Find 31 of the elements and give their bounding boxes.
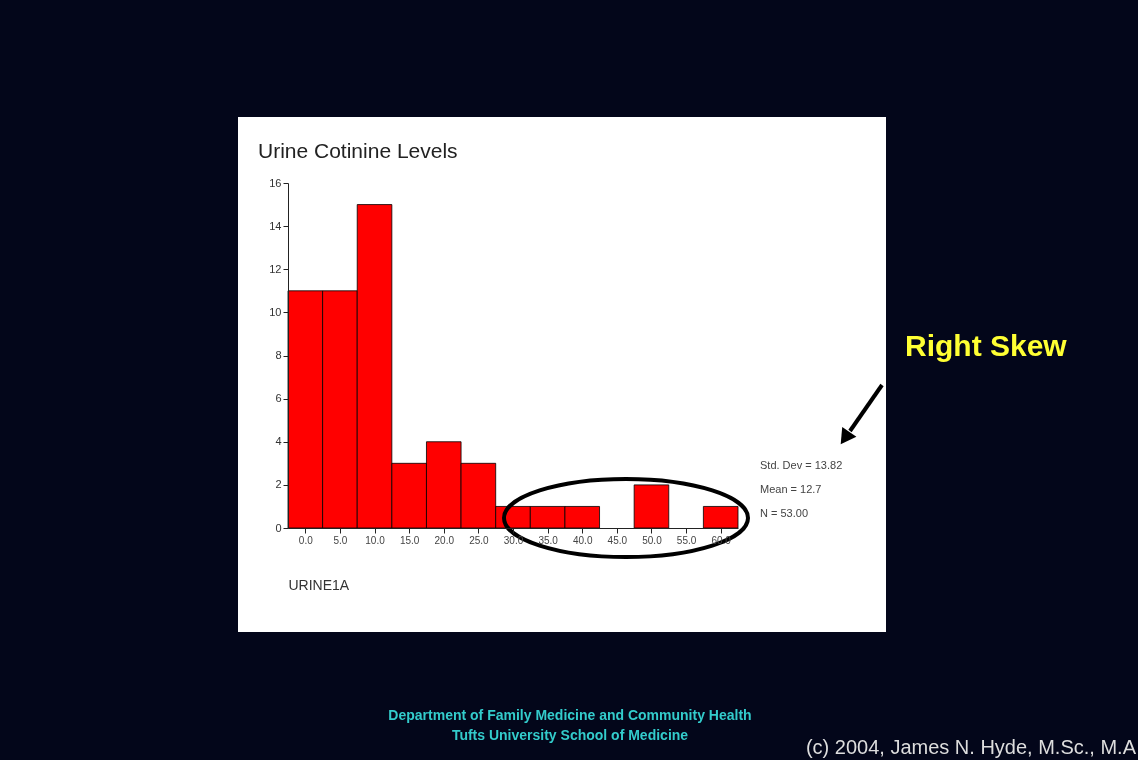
x-tick-label: 10.0 <box>365 534 386 546</box>
chart-title: Urine Cotinine Levels <box>258 139 458 162</box>
y-tick-label: 8 <box>275 349 282 361</box>
y-tick-label: 14 <box>269 219 282 232</box>
text: Department of Family Medicine and Community Health <box>388 707 752 723</box>
y-tick-label: 4 <box>275 435 282 448</box>
text: (c) 2004, James N. Hyde, M.Sc., M.A <box>805 736 1137 758</box>
y-tick-label: 2 <box>275 478 282 491</box>
text: N = 53.00 <box>760 507 809 519</box>
x-tick-label: 40.0 <box>573 534 593 546</box>
x-tick-label: 15.0 <box>399 534 420 546</box>
x-tick-label: 45.0 <box>607 534 628 546</box>
x-tick-label: 60.0 <box>711 534 732 546</box>
x-axis-title: URINE1A <box>288 576 350 593</box>
y-tick-label: 12 <box>269 262 282 275</box>
y-tick-label: 6 <box>275 392 282 405</box>
text: Mean = 12.7 <box>760 483 822 495</box>
text: Std. Dev = 13.82 <box>760 459 843 471</box>
x-tick-label: 25.0 <box>469 534 490 546</box>
x-tick-label: 30.0 <box>503 534 524 546</box>
x-tick-label: 55.0 <box>676 534 697 546</box>
y-tick-label: 16 <box>269 176 282 189</box>
x-tick-label: 50.0 <box>642 534 663 546</box>
y-tick-label: 0 <box>275 521 282 534</box>
x-tick-label: 0.0 <box>298 534 314 546</box>
text: Tufts University School of Medicine <box>451 727 689 743</box>
text: Right Skew <box>905 329 1068 362</box>
x-tick-label: 20.0 <box>434 534 455 546</box>
x-tick-label: 35.0 <box>538 534 559 546</box>
x-tick-label: 5.0 <box>333 534 348 546</box>
y-tick-label: 10 <box>269 305 282 318</box>
